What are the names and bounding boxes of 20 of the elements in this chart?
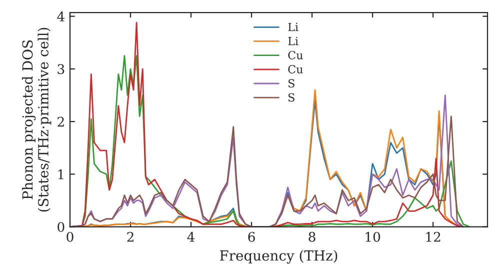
y-tick-label: 0 <box>58 222 64 232</box>
legend-label: S <box>288 93 294 102</box>
x-tick-label: 0 <box>66 232 74 242</box>
x-tick-label: 8 <box>308 232 316 242</box>
x-tick-label: 4 <box>187 232 195 242</box>
x-tick-label: 12 <box>426 232 440 242</box>
y-tick-label: 2 <box>58 116 64 127</box>
legend-label: Cu <box>288 50 303 60</box>
y-axis-title: Phonon projected DOS (States/THz·primitive cell) <box>22 28 52 212</box>
y-tick-label: 3 <box>58 64 64 74</box>
legend-label: Li <box>288 22 298 32</box>
legend-label: S <box>288 79 294 88</box>
legend-label: Cu <box>288 65 303 74</box>
legend-label: Li <box>288 36 298 46</box>
y-tick-label: 1 <box>58 169 64 180</box>
x-tick-label: 2 <box>127 232 134 242</box>
y-tick-label: 4 <box>57 12 64 22</box>
x-tick-label: 6 <box>248 232 255 242</box>
x-tick-label: 10 <box>366 232 380 242</box>
x-axis-title: Frequency (THz) <box>220 250 338 264</box>
